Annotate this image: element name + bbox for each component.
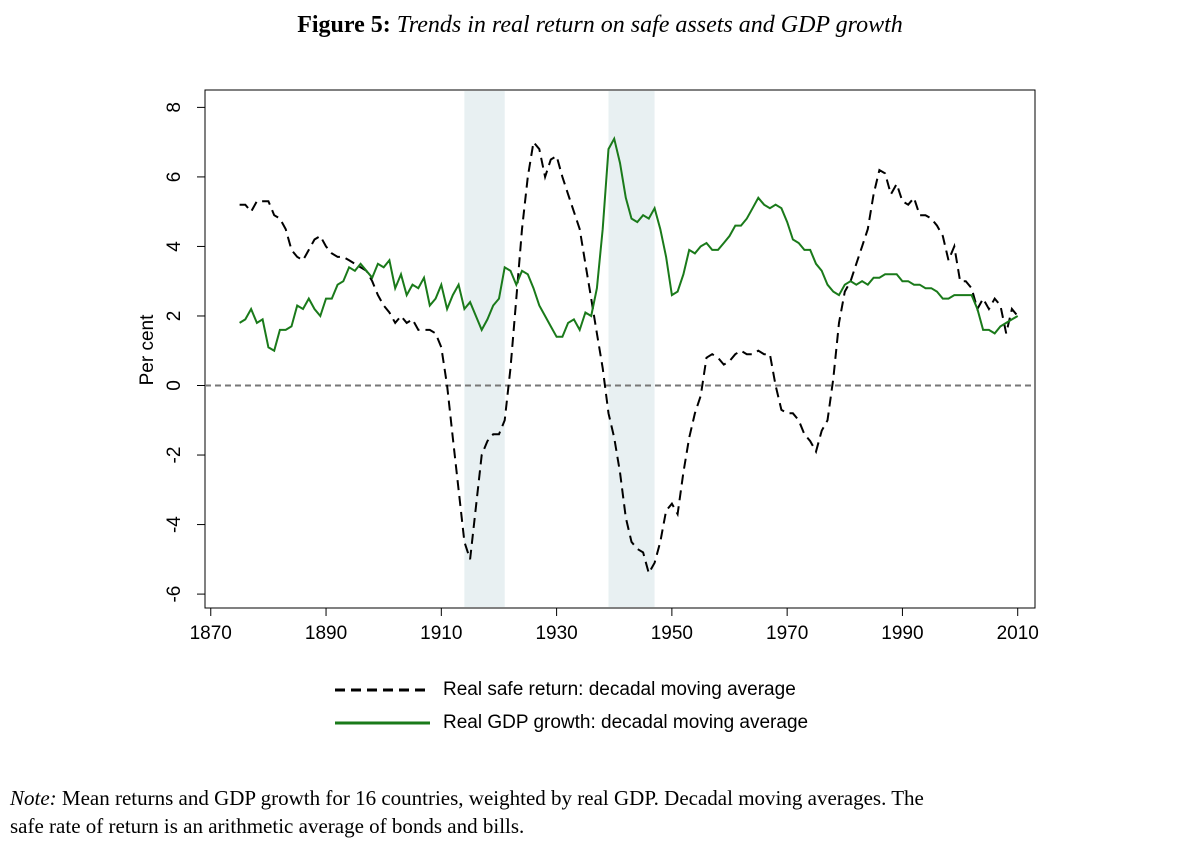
plot-frame xyxy=(204,89,1036,609)
y-tick-label: 2 xyxy=(164,311,185,322)
note-text: Mean returns and GDP growth for 16 count… xyxy=(62,786,924,810)
y-tick-label: 0 xyxy=(164,380,185,391)
x-tick-label: 1890 xyxy=(305,623,347,644)
x-tick-label: 1990 xyxy=(881,623,923,644)
x-tick-label: 2010 xyxy=(997,623,1039,644)
y-tick-label: -6 xyxy=(164,586,185,603)
series-line xyxy=(239,135,1019,353)
note: Note: Mean returns and GDP growth for 16… xyxy=(9,786,924,810)
y-tick-label: 4 xyxy=(164,241,185,252)
note-label: Note: xyxy=(9,786,57,810)
y-axis-label: Per cent xyxy=(137,314,158,385)
legend-label: Real safe return: decadal moving average xyxy=(443,679,796,700)
y-tick-label: 6 xyxy=(164,172,185,183)
y-tick-label: 8 xyxy=(164,102,185,113)
x-tick-label: 1950 xyxy=(651,623,693,644)
note-text: safe rate of return is an arithmetic ave… xyxy=(10,814,524,838)
x-tick-label: 1910 xyxy=(420,623,462,644)
shaded-period xyxy=(464,91,505,607)
y-tick-label: -2 xyxy=(164,447,185,464)
shaded-period xyxy=(608,91,655,607)
y-tick-label: -4 xyxy=(164,516,185,533)
chart-title: Trends in real return on safe assets and… xyxy=(397,12,903,38)
series-line xyxy=(239,139,1019,576)
x-tick-label: 1970 xyxy=(766,623,808,644)
legend-label: Real GDP growth: decadal moving average xyxy=(443,712,808,733)
chart-title-row: Figure 5: Trends in real return on safe … xyxy=(297,12,903,38)
x-tick-label: 1930 xyxy=(535,623,577,644)
x-tick-label: 1870 xyxy=(190,623,232,644)
figure-label: Figure 5: xyxy=(297,12,391,38)
